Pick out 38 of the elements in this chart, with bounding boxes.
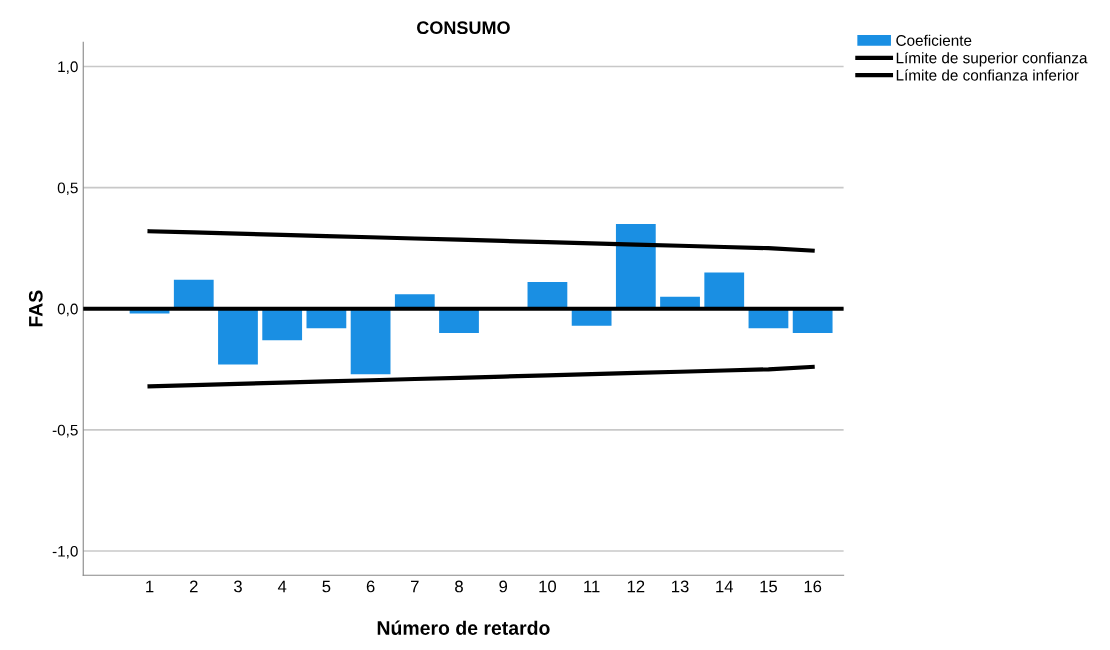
x-tick-label: 1 bbox=[146, 580, 154, 593]
x-tick-label: 7 bbox=[411, 580, 419, 593]
legend-label: Coeficiente bbox=[896, 34, 972, 46]
x-tick-label: 6 bbox=[366, 580, 375, 593]
y-axis-title: FAS bbox=[28, 290, 43, 327]
y-tick-label: 1,0 bbox=[58, 61, 78, 74]
bar bbox=[704, 272, 745, 309]
y-tick-label: 0,0 bbox=[57, 303, 78, 317]
bar bbox=[350, 308, 391, 375]
x-tick-label: 12 bbox=[627, 580, 645, 593]
x-tick-label: 14 bbox=[716, 580, 734, 593]
x-tick-label: 3 bbox=[233, 580, 242, 593]
x-tick-label: 2 bbox=[189, 580, 198, 593]
chart-title: CONSUMO bbox=[417, 21, 510, 35]
y-tick-label: -1,0 bbox=[52, 545, 78, 559]
bar bbox=[615, 223, 656, 309]
x-tick-label: 11 bbox=[584, 580, 600, 593]
x-tick-label: 16 bbox=[804, 580, 822, 593]
x-tick-label: 10 bbox=[539, 580, 557, 593]
bar bbox=[262, 308, 303, 341]
y-tick-label: -0,5 bbox=[52, 424, 78, 438]
line-series bbox=[147, 229, 815, 253]
legend-label: Límite de superior confianza bbox=[896, 51, 1088, 67]
bar bbox=[527, 282, 568, 309]
x-tick-label: 5 bbox=[322, 580, 331, 593]
x-axis-title: Número de retardo bbox=[377, 620, 550, 635]
legend-label: Límite de confianza inferior bbox=[896, 69, 1079, 81]
bar bbox=[439, 308, 479, 333]
x-tick-label: 8 bbox=[455, 580, 463, 593]
y-tick-label: 0,5 bbox=[57, 182, 78, 196]
bar bbox=[173, 279, 214, 309]
x-tick-label: 9 bbox=[499, 580, 508, 593]
bar bbox=[218, 308, 258, 365]
x-tick-label: 4 bbox=[277, 580, 287, 593]
x-tick-label: 15 bbox=[760, 580, 778, 593]
line-series bbox=[147, 364, 815, 389]
bar bbox=[792, 308, 833, 333]
x-tick-label: 13 bbox=[672, 580, 689, 593]
